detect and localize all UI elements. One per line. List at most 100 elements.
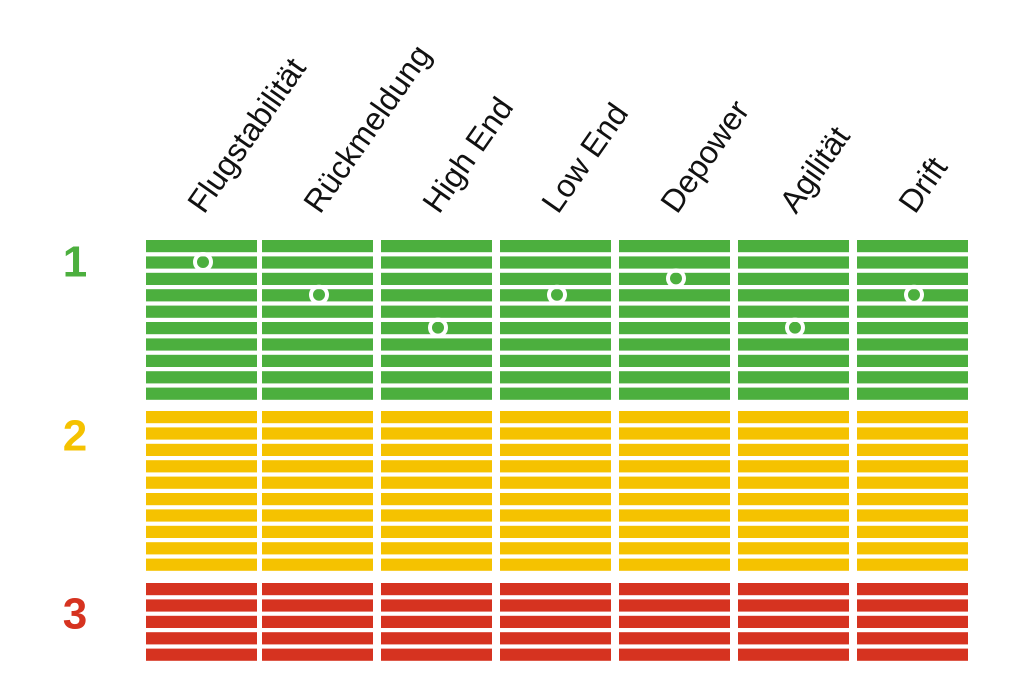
rating-cell (857, 387, 968, 400)
rating-cell (146, 387, 257, 400)
rating-cell (381, 542, 492, 555)
rating-cell (262, 542, 373, 555)
rating-cell (619, 272, 730, 285)
rating-cell (738, 387, 849, 400)
rating-cell (381, 599, 492, 612)
rating-cell (262, 493, 373, 506)
rating-cell (146, 525, 257, 538)
rating-cell (857, 493, 968, 506)
rating-cell (619, 322, 730, 335)
rating-cell (262, 476, 373, 489)
rating-cell (857, 542, 968, 555)
rating-cell (857, 509, 968, 522)
rating-cell (500, 460, 611, 473)
rating-marker (193, 252, 213, 272)
rating-cell (146, 322, 257, 335)
rating-cell (857, 338, 968, 351)
rating-cell (146, 542, 257, 555)
rating-cell (262, 322, 373, 335)
rating-cell (381, 289, 492, 302)
rating-cell (619, 615, 730, 628)
rating-cell (262, 615, 373, 628)
rating-marker (785, 317, 805, 338)
rating-cell (381, 632, 492, 645)
rating-cell (146, 354, 257, 367)
rating-cell (500, 615, 611, 628)
rating-cell (857, 583, 968, 596)
zone-label: 1 (63, 238, 87, 287)
column-label: Rückmeldung (296, 38, 438, 219)
rating-cell (738, 322, 849, 335)
rating-cell (619, 632, 730, 645)
rating-cell (738, 558, 849, 571)
rating-cell (262, 558, 373, 571)
rating-cell (738, 583, 849, 596)
rating-cell (857, 256, 968, 269)
rating-cell (146, 599, 257, 612)
rating-cell (500, 240, 611, 253)
rating-cell (262, 387, 373, 400)
rating-cell (500, 599, 611, 612)
rating-cell (738, 305, 849, 318)
rating-cell (381, 509, 492, 522)
rating-cell (146, 443, 257, 456)
rating-cell (262, 256, 373, 269)
rating-cell (262, 460, 373, 473)
rating-cell (381, 272, 492, 285)
rating-cell (738, 289, 849, 302)
rating-cell (619, 411, 730, 424)
rating-cell (381, 322, 492, 335)
rating-cell (262, 289, 373, 302)
rating-cell (738, 599, 849, 612)
rating-cell (857, 476, 968, 489)
rating-cell (381, 493, 492, 506)
rating-cell (381, 411, 492, 424)
rating-cell (619, 648, 730, 661)
rating-cell (381, 427, 492, 440)
rating-cell (619, 443, 730, 456)
rating-cell (146, 509, 257, 522)
column-label: Agilität (772, 120, 857, 219)
rating-cell (857, 443, 968, 456)
rating-cell (738, 338, 849, 351)
rating-cell (619, 558, 730, 571)
rating-cell (500, 387, 611, 400)
rating-cell (738, 525, 849, 538)
rating-cell (262, 305, 373, 318)
rating-cell (738, 443, 849, 456)
rating-cell (262, 240, 373, 253)
rating-cell (146, 460, 257, 473)
rating-marker (666, 268, 686, 289)
rating-cell (500, 322, 611, 335)
rating-cell (619, 240, 730, 253)
rating-cell (381, 354, 492, 367)
rating-cell (500, 411, 611, 424)
rating-cell (857, 289, 968, 302)
rating-cell (146, 256, 257, 269)
column-label: Drift (891, 150, 954, 219)
rating-cell (857, 558, 968, 571)
zone-label: 3 (63, 590, 87, 639)
rating-cell (857, 632, 968, 645)
rating-cell (857, 460, 968, 473)
rating-cell (857, 599, 968, 612)
rating-marker (547, 284, 567, 305)
rating-cell (738, 411, 849, 424)
rating-cell (500, 558, 611, 571)
rating-cell (262, 354, 373, 367)
rating-cell (500, 509, 611, 522)
rating-cell (619, 371, 730, 384)
rating-cell (262, 599, 373, 612)
rating-marker (904, 284, 924, 305)
rating-cell (857, 615, 968, 628)
rating-cell (500, 493, 611, 506)
rating-cell (857, 305, 968, 318)
rating-cell (146, 558, 257, 571)
zone-label: 2 (63, 412, 87, 461)
rating-cell (738, 509, 849, 522)
rating-cell (619, 338, 730, 351)
rating-cell (146, 476, 257, 489)
rating-cell (262, 583, 373, 596)
rating-cell (619, 476, 730, 489)
rating-cell (262, 272, 373, 285)
